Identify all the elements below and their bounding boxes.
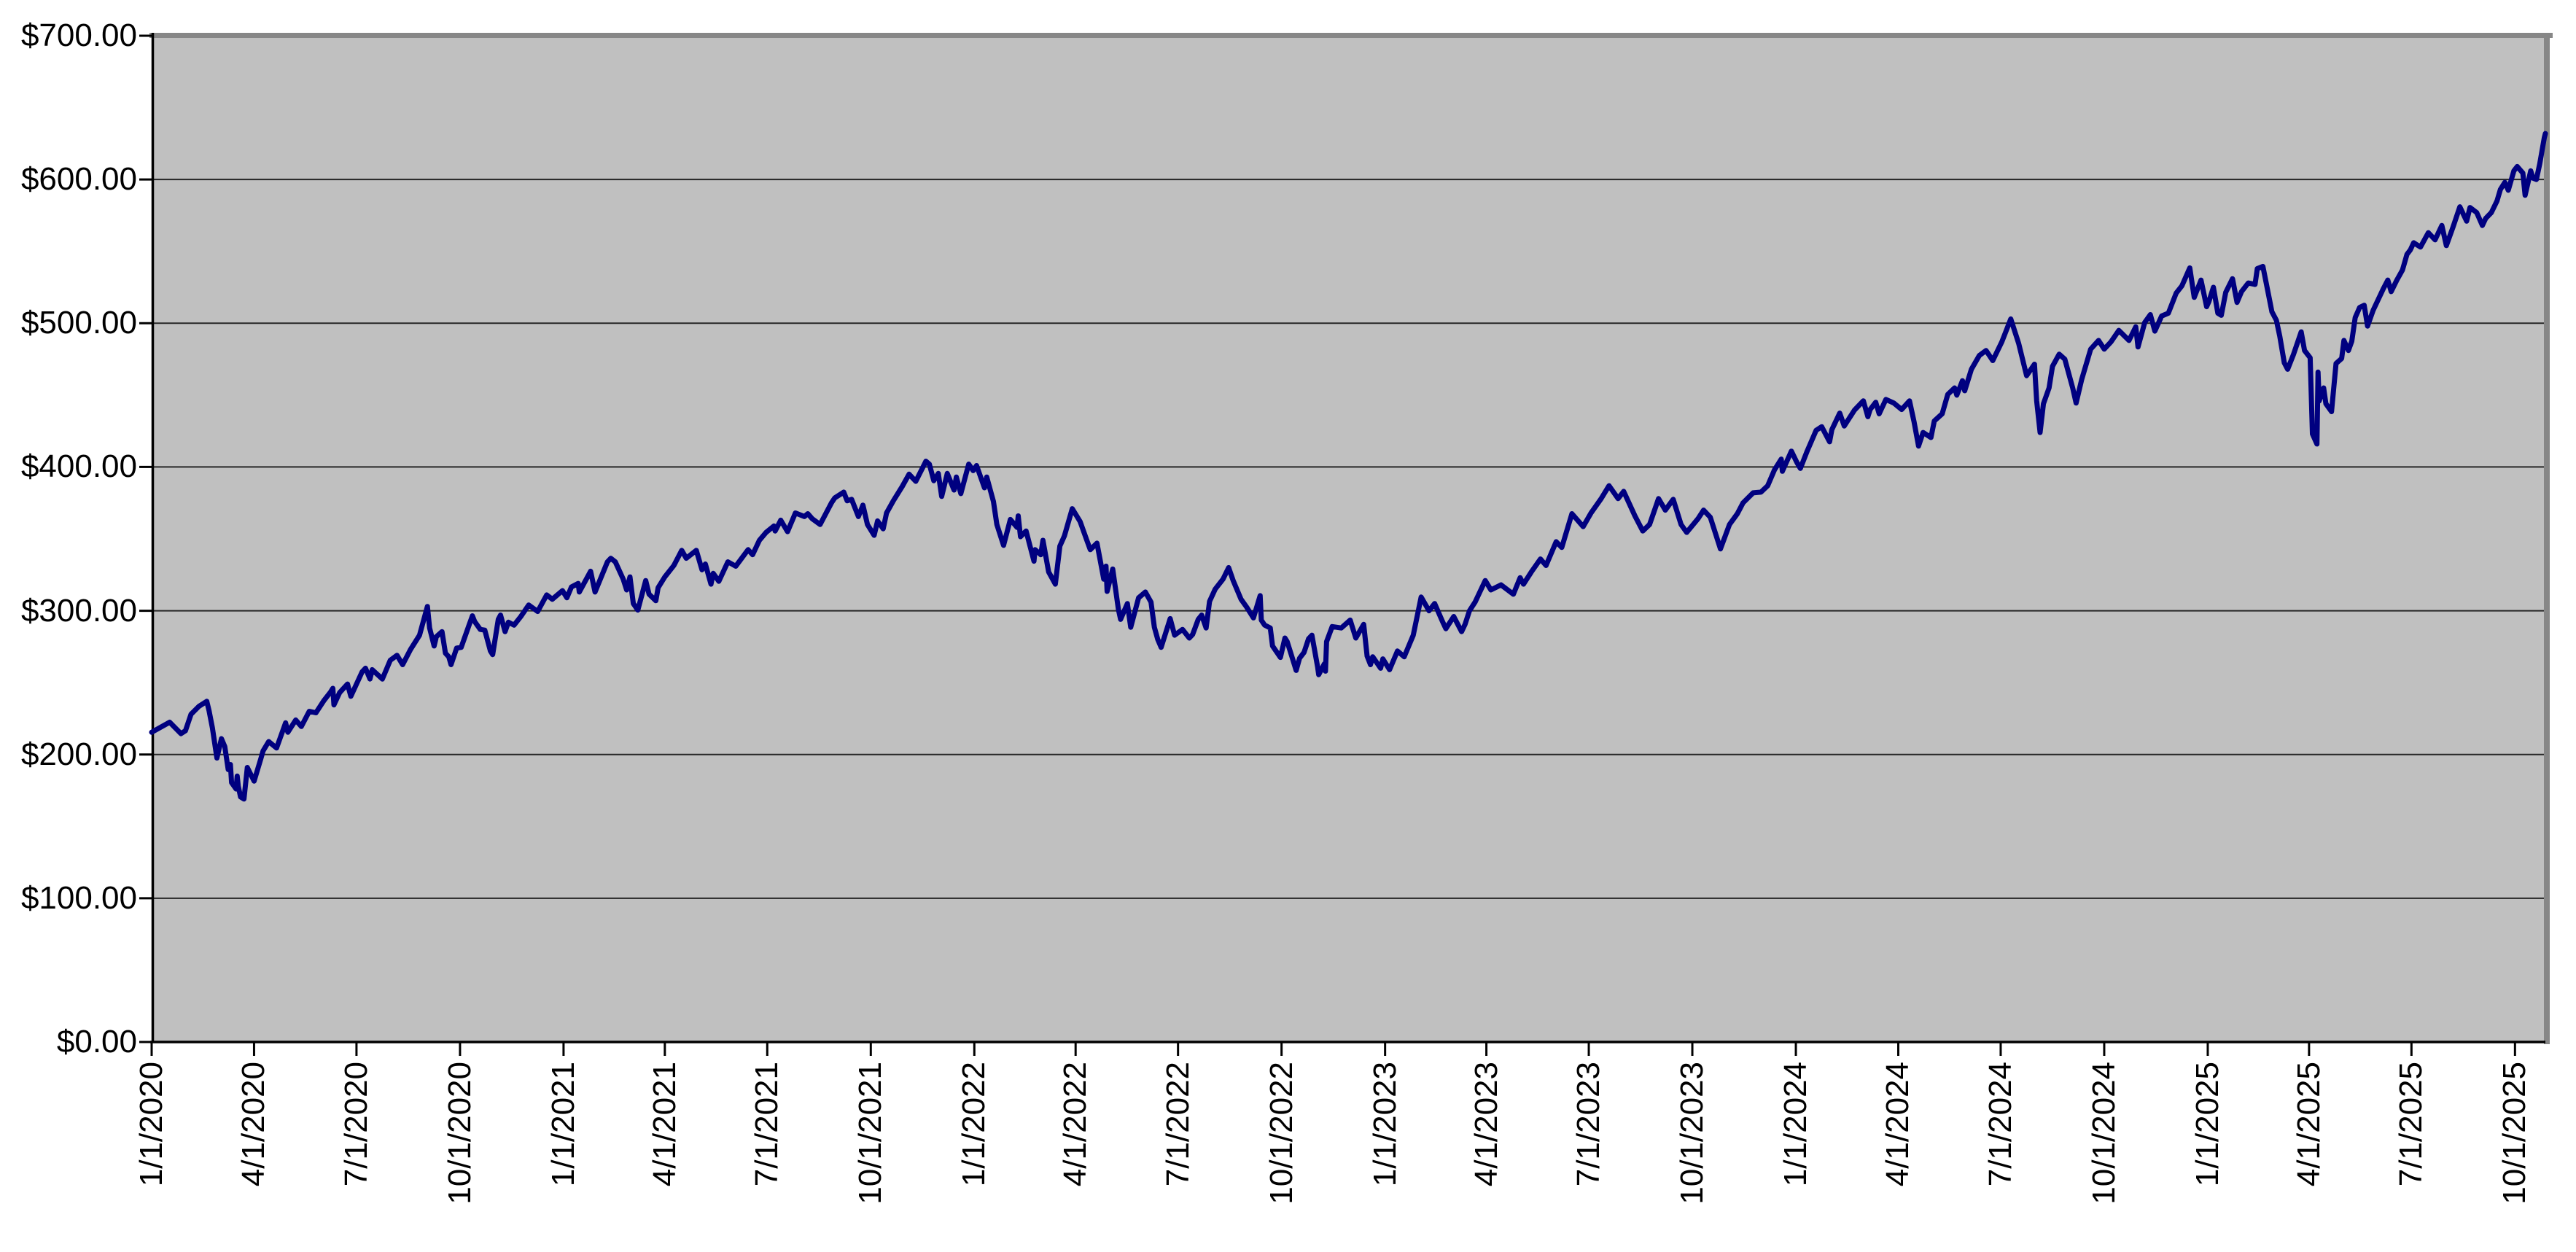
x-axis-tick-label: 4/1/2025: [2290, 1062, 2327, 1187]
x-axis-tick-label: 7/1/2025: [2393, 1062, 2429, 1187]
y-axis-tick-label: $300.00: [20, 592, 137, 629]
x-axis-tick-label: 10/1/2022: [1263, 1062, 1299, 1205]
plot-border-top: [149, 33, 2553, 38]
x-axis-tick-label: 1/1/2022: [956, 1062, 992, 1187]
x-axis-tick-label: 4/1/2020: [236, 1062, 272, 1187]
x-axis-tick-label: 1/1/2021: [545, 1062, 581, 1187]
x-axis-tick-label: 4/1/2023: [1468, 1062, 1504, 1187]
y-axis-tick-label: $700.00: [20, 18, 137, 53]
x-axis-tick-label: 4/1/2021: [646, 1062, 682, 1187]
x-axis-tick-label: 10/1/2020: [441, 1062, 478, 1205]
y-axis-tick-label: $100.00: [20, 879, 137, 916]
price-series-line: [149, 131, 2548, 802]
y-axis-tick-label: $0.00: [56, 1024, 137, 1059]
y-axis-tick-label: $500.00: [20, 305, 137, 341]
x-axis-tick-label: 10/1/2025: [2497, 1062, 2533, 1205]
x-axis-tick-label: 10/1/2024: [2085, 1062, 2122, 1205]
x-axis-tick-label: 10/1/2021: [852, 1062, 889, 1205]
x-axis-tick-label: 4/1/2022: [1057, 1062, 1094, 1187]
plot-background: [152, 36, 2545, 1042]
x-axis-tick-label: 7/1/2023: [1571, 1062, 1607, 1187]
y-axis-tick-label: $400.00: [20, 448, 137, 485]
x-axis-tick-label: 1/1/2024: [1778, 1062, 1814, 1187]
x-axis-tick-label: 7/1/2024: [1982, 1062, 2018, 1187]
x-axis-tick-label: 7/1/2020: [338, 1062, 374, 1187]
x-axis-tick-label: 1/1/2025: [2189, 1062, 2225, 1187]
plot-border-right: [2544, 33, 2550, 1044]
x-axis-tick-label: 1/1/2020: [133, 1062, 169, 1187]
x-axis-tick-label: 7/1/2022: [1159, 1062, 1196, 1187]
x-axis-tick-label: 10/1/2023: [1674, 1062, 1711, 1205]
x-axis-tick-label: 7/1/2021: [749, 1062, 785, 1187]
y-axis-tick-label: $200.00: [20, 736, 137, 772]
y-axis-tick-label: $600.00: [20, 161, 137, 198]
x-axis-tick-label: 4/1/2024: [1880, 1062, 1916, 1187]
x-axis-tick-label: 1/1/2023: [1366, 1062, 1403, 1187]
